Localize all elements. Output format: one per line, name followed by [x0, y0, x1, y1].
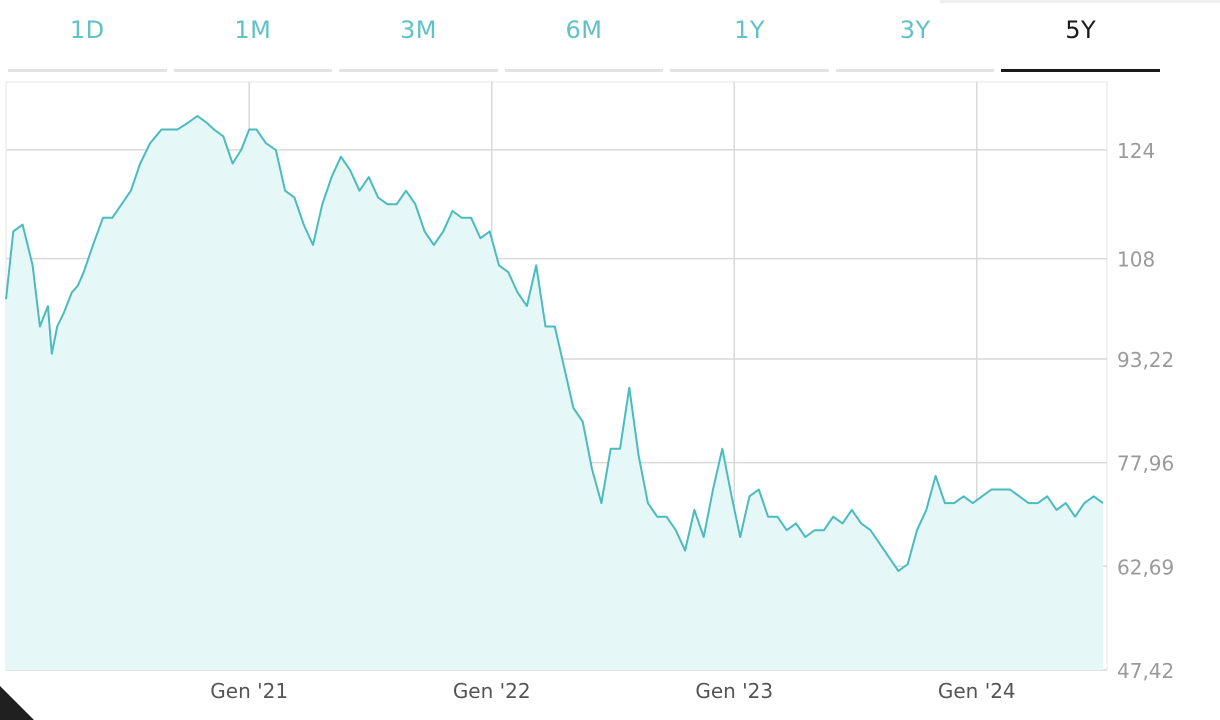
tab-3y[interactable]: 3Y	[835, 0, 995, 72]
tab-1y[interactable]: 1Y	[670, 0, 829, 72]
tab-5y[interactable]: 5Y	[1001, 0, 1161, 72]
x-tick-layer: Gen '21 Gen '22 Gen '23 Gen '24	[210, 679, 1015, 703]
period-tabs: 1D 1M 3M 6M 1Y 3Y 5Y	[8, 0, 1161, 72]
tab-6m[interactable]: 6M	[504, 0, 664, 72]
y-tick-label: 47,42	[1117, 659, 1174, 683]
y-tick-label: 77,96	[1117, 452, 1174, 476]
x-tick-label: Gen '23	[695, 679, 773, 703]
corner-decoration	[0, 686, 34, 720]
series-line	[5, 115, 1104, 572]
x-tick-label: Gen '21	[210, 679, 288, 703]
y-tick-label: 62,69	[1117, 555, 1174, 579]
y-tick-layer: 124 108 93,22 77,96 62,69 47,42	[1117, 139, 1174, 683]
tab-1d[interactable]: 1D	[8, 0, 167, 72]
x-tick-label: Gen '22	[453, 679, 531, 703]
x-tick-label: Gen '24	[938, 679, 1016, 703]
tab-3m[interactable]: 3M	[339, 0, 498, 72]
area-fill	[6, 116, 1103, 670]
tab-1m[interactable]: 1M	[173, 0, 333, 72]
y-tick-label: 108	[1117, 248, 1155, 272]
y-tick-label: 93,22	[1117, 348, 1174, 372]
top-divider	[940, 0, 1220, 3]
y-tick-label: 124	[1117, 139, 1155, 163]
